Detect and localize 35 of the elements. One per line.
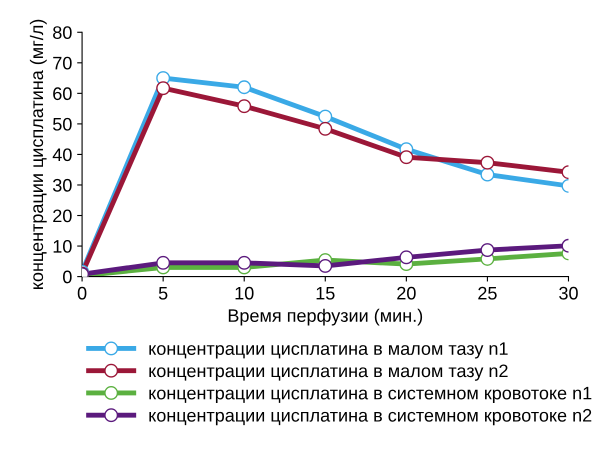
point [480, 156, 494, 170]
y-tick-label: 80 [53, 26, 72, 39]
x-tick-label: 10 [236, 286, 254, 300]
point [237, 99, 252, 114]
x-axis-title: Время перфузии (мин.) [228, 308, 422, 326]
legend-label: концентрации цисплатина в малом тазу n2 [149, 364, 508, 381]
point [318, 110, 332, 124]
y-tick-label: 20 [53, 209, 72, 222]
point [480, 168, 494, 182]
point [318, 122, 332, 136]
point [480, 243, 494, 257]
x-tick-label: 15 [316, 286, 335, 300]
y-axis-title: концентрации цисплатина (мг/л) [30, 20, 47, 289]
point [399, 250, 414, 264]
point [399, 150, 414, 164]
x-tick-label: 5 [158, 286, 168, 300]
x-tick-label: 0 [78, 286, 86, 300]
legend-label: концентрации цисплатина в малом тазу n1 [149, 342, 508, 359]
point [156, 256, 170, 270]
y-tick-label: 60 [53, 87, 72, 100]
x-tick-label: 30 [559, 286, 578, 300]
y-tick-label: 10 [54, 240, 72, 253]
point [318, 258, 332, 273]
legend-label: концентрации цисплатина в системном кровотоке n1 [149, 386, 592, 404]
point [237, 80, 252, 94]
y-tick-label: 50 [53, 118, 72, 131]
x-tick-label: 25 [478, 286, 497, 300]
point [237, 256, 252, 270]
point [156, 81, 170, 96]
legend-label: концентрации цисплатина в системном кровотоке n2 [149, 408, 592, 426]
x-tick-label: 20 [397, 286, 416, 300]
y-tick-label: 70 [53, 56, 72, 70]
y-tick-label: 0 [63, 270, 72, 284]
y-tick-label: 40 [52, 148, 72, 162]
y-tick-label: 30 [52, 178, 72, 192]
